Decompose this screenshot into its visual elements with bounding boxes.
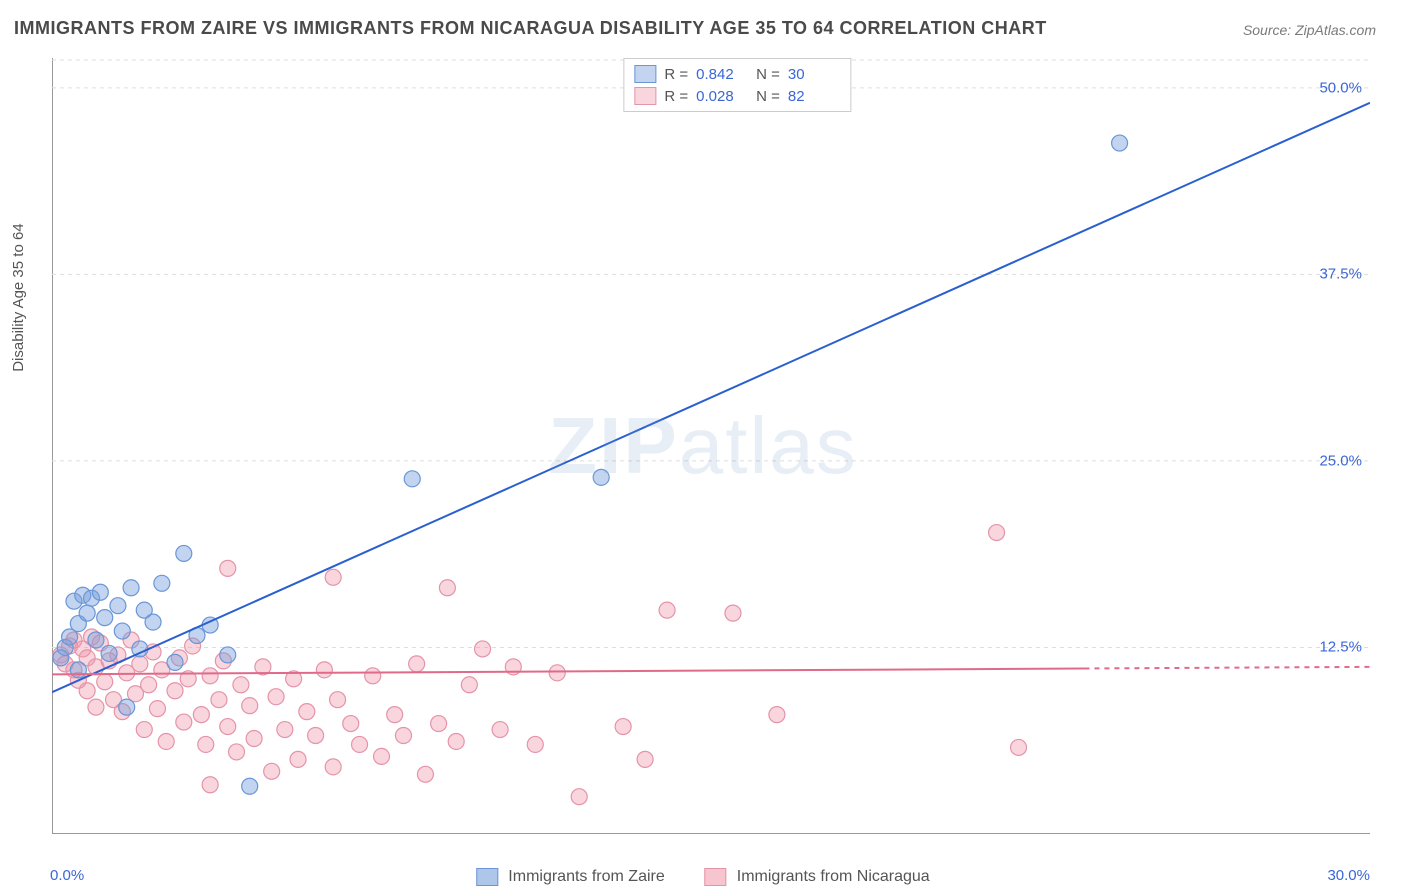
legend-swatch-zaire [634, 65, 656, 83]
series-legend: Immigrants from Zaire Immigrants from Ni… [476, 868, 929, 886]
n-value-zaire: 30 [788, 66, 840, 83]
chart-area: 12.5% 25.0% 37.5% 50.0% [52, 58, 1370, 834]
y-tick-label: 12.5% [1319, 639, 1362, 656]
legend-label-zaire: Immigrants from Zaire [508, 868, 664, 886]
r-value-nicaragua: 0.028 [696, 88, 748, 105]
n-value-nicaragua: 82 [788, 88, 840, 105]
x-axis-min-label: 0.0% [50, 867, 84, 884]
r-value-zaire: 0.842 [696, 66, 748, 83]
r-label: R = [664, 88, 688, 105]
y-tick-label: 37.5% [1319, 266, 1362, 283]
legend-item-zaire: Immigrants from Zaire [476, 868, 664, 886]
n-label: N = [756, 88, 780, 105]
x-axis-max-label: 30.0% [1327, 867, 1370, 884]
legend-swatch-nicaragua [705, 868, 727, 886]
y-tick-label: 50.0% [1319, 79, 1362, 96]
legend-row: R = 0.028 N = 82 [634, 85, 840, 107]
legend-label-nicaragua: Immigrants from Nicaragua [737, 868, 930, 886]
legend-swatch-nicaragua [634, 87, 656, 105]
r-label: R = [664, 66, 688, 83]
y-tick-label: 25.0% [1319, 452, 1362, 469]
source-label: Source: ZipAtlas.com [1243, 22, 1376, 38]
plot-svg [52, 58, 1370, 834]
chart-container: IMMIGRANTS FROM ZAIRE VS IMMIGRANTS FROM… [0, 0, 1406, 892]
legend-item-nicaragua: Immigrants from Nicaragua [705, 868, 930, 886]
y-axis-label: Disability Age 35 to 64 [10, 223, 27, 371]
correlation-legend: R = 0.842 N = 30 R = 0.028 N = 82 [623, 58, 851, 112]
chart-title: IMMIGRANTS FROM ZAIRE VS IMMIGRANTS FROM… [14, 18, 1047, 39]
legend-swatch-zaire [476, 868, 498, 886]
n-label: N = [756, 66, 780, 83]
legend-row: R = 0.842 N = 30 [634, 63, 840, 85]
